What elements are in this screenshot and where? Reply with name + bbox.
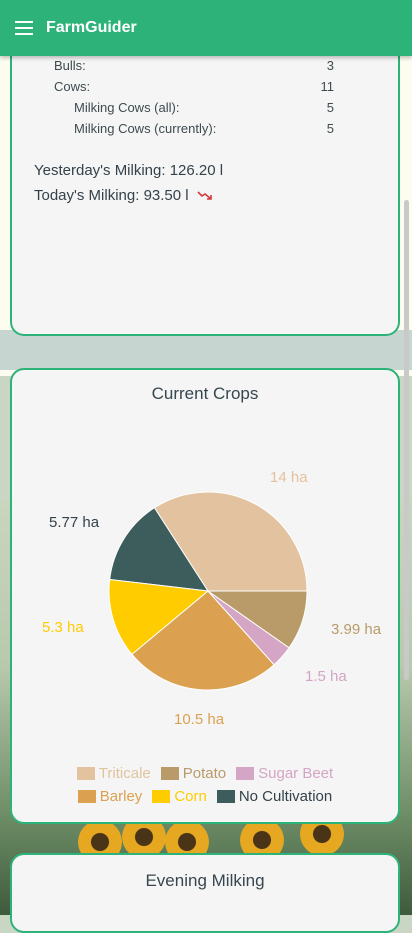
herd-stat-label: Cows: — [54, 79, 91, 94]
crops-title: Current Crops — [151, 384, 259, 403]
pie-slice-potato[interactable] — [206, 590, 308, 649]
legend-item-potato[interactable]: Potato — [160, 765, 227, 782]
legend-item-triticale[interactable]: Triticale — [76, 765, 151, 782]
pie-label-triticale: 14 ha — [270, 469, 308, 486]
evening-milking-title: Evening Milking — [145, 871, 265, 890]
herd-stat-label: Milking Cows (all): — [74, 100, 180, 115]
evening-milking-card: Evening Milking — [10, 853, 400, 933]
legend-label: Sugar Beet — [258, 765, 334, 782]
today-milking-line: Today's Milking: 93.50 l — [34, 187, 213, 204]
legend-swatch — [236, 767, 255, 780]
pie-label-corn: 5.3 ha — [42, 619, 84, 636]
legend-label: Barley — [99, 788, 143, 805]
herd-stat-value: 11 — [320, 79, 335, 94]
legend-row: Barley Corn No Cultivation — [12, 788, 398, 805]
pie-slice-no-cultivation[interactable] — [109, 507, 209, 592]
legend-label: Corn — [174, 788, 207, 805]
herd-stat-value: 5 — [326, 121, 334, 136]
herd-stat-label: Milking Cows (currently): — [74, 121, 217, 136]
background-band — [0, 330, 412, 370]
app-bar: FarmGuider — [0, 0, 412, 56]
crops-legend: Triticale Potato Sugar Beet Barley Corn No Cu… — [12, 765, 398, 811]
pie-slice-corn[interactable] — [108, 578, 210, 656]
legend-swatch — [160, 767, 179, 780]
today-milking: Today's Milking: 93.50 l — [34, 187, 189, 204]
legend-item-corn[interactable]: Corn — [152, 788, 207, 805]
menu-button[interactable] — [2, 0, 46, 56]
current-crops-card: Current Crops 14 ha 5.77 ha 5.3 ha 10.5 ha 1… — [10, 368, 400, 824]
pie-label-barley: 10.5 ha — [174, 711, 225, 728]
hamburger-menu-icon — [15, 21, 33, 35]
app-title: FarmGuider — [46, 19, 137, 36]
legend-swatch — [76, 767, 95, 780]
yesterday-milking: Yesterday's Milking: 126.20 l — [34, 162, 224, 179]
pie-label-no-cultivation: 5.77 ha — [49, 514, 100, 531]
legend-swatch — [77, 790, 96, 803]
legend-label: Triticale — [98, 765, 151, 782]
legend-item-no-cultivation[interactable]: No Cultivation — [216, 788, 333, 805]
herd-stat-value: 5 — [326, 100, 334, 115]
herd-stat-value: 3 — [326, 58, 334, 73]
legend-row: Triticale Potato Sugar Beet — [12, 765, 398, 782]
pie-label-sugar-beet: 1.5 ha — [305, 668, 347, 685]
legend-swatch — [216, 790, 235, 803]
pie-label-potato: 3.99 ha — [331, 621, 382, 638]
legend-label: Potato — [182, 765, 227, 782]
legend-swatch — [152, 790, 171, 803]
legend-label: No Cultivation — [238, 788, 333, 805]
pie-slice-barley[interactable] — [131, 590, 275, 691]
herd-stat-label: Bulls: — [54, 58, 86, 73]
legend-item-sugar-beet[interactable]: Sugar Beet — [236, 765, 333, 782]
trending-down-icon — [197, 188, 213, 203]
crops-pie-chart — [108, 491, 308, 691]
scrollbar[interactable] — [404, 200, 409, 680]
legend-item-barley[interactable]: Barley — [77, 788, 143, 805]
herd-card: Bulls: 3 Cows: 11 Milking Cows (all): 5 Milkin… — [10, 30, 400, 336]
